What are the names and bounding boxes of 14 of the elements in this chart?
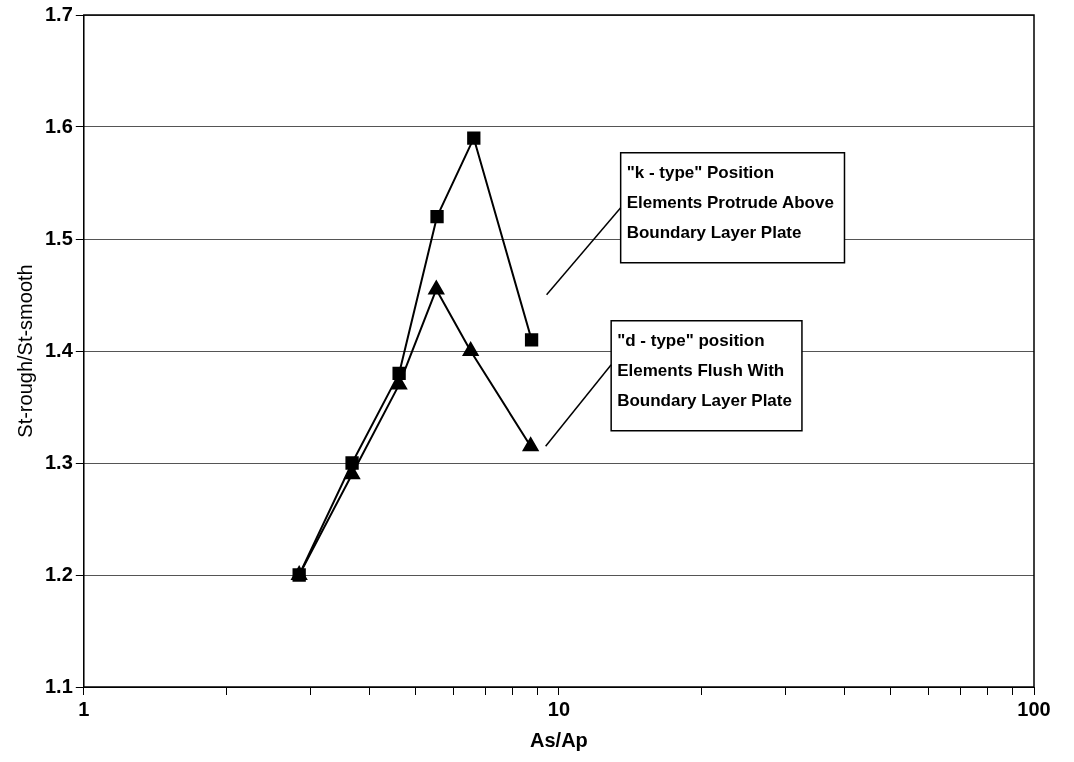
y-tick-label: 1.6 [44,114,73,137]
y-axis-title: St-rough/St-smooth [13,264,36,438]
x-tick-label: 10 [547,697,571,720]
x-axis-title: As/Ap [530,728,588,751]
y-tick-label: 1.5 [44,226,73,249]
y-tick-label: 1.7 [44,2,73,25]
annotation: "k - type" Position Elements Protrude Above Boundary Layer Plate [626,162,834,242]
x-tick-label: 1 [78,697,90,720]
y-tick-label: 1.3 [44,450,73,473]
annotation: "d - type" position Elements Flush With Boundary Layer Plate [617,330,792,410]
y-tick-label: 1.1 [44,674,73,697]
x-tick-label: 100 [1017,697,1051,720]
y-tick-label: 1.4 [44,338,74,361]
y-tick-label: 1.2 [44,562,73,585]
